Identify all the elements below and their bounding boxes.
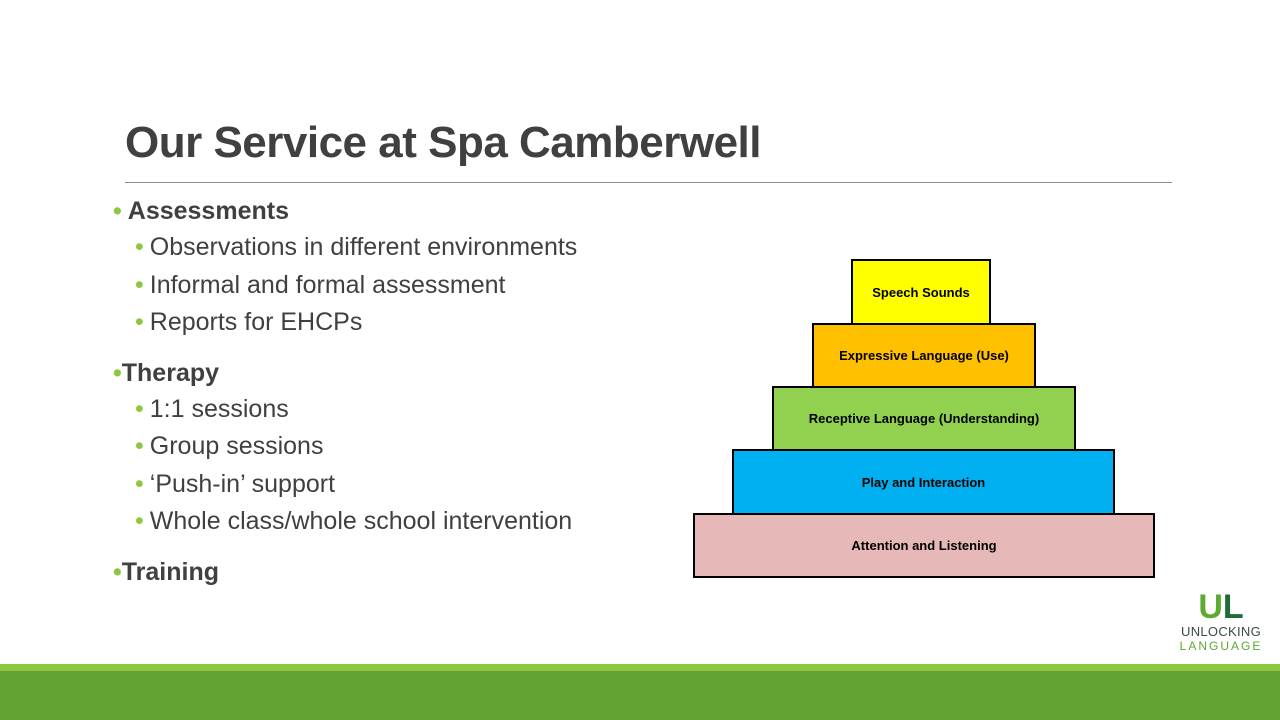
- bullet-item: • Informal and formal assessment: [135, 271, 505, 300]
- bullet-item: • Group sessions: [135, 432, 323, 461]
- pyramid-level-receptive-language: Receptive Language (Understanding): [772, 386, 1076, 451]
- bullet-text: Training: [121, 558, 219, 586]
- bullet-assessments: • Assessments: [113, 197, 289, 226]
- bullet-icon: •: [113, 359, 122, 387]
- bullet-icon: •: [113, 197, 122, 225]
- pyramid-level-attention-listening: Attention and Listening: [693, 513, 1155, 578]
- pyramid-level-speech-sounds: Speech Sounds: [851, 259, 991, 325]
- bullet-text: Observations in different environments: [149, 233, 578, 261]
- logo-text-line2: LANGUAGE: [1179, 639, 1263, 653]
- footer-accent-strip: [0, 664, 1280, 671]
- bullet-icon: •: [135, 470, 144, 498]
- bullet-text: ‘Push-in’ support: [149, 470, 336, 498]
- bullet-icon: •: [135, 271, 144, 299]
- bullet-icon: •: [135, 507, 144, 535]
- logo-mark: UL: [1198, 588, 1244, 626]
- bullet-icon: •: [113, 558, 122, 586]
- bullet-icon: •: [135, 432, 144, 460]
- logo-text-line1: UNLOCKING: [1181, 624, 1261, 639]
- bullet-item: • Observations in different environments: [135, 233, 577, 262]
- slide-title: Our Service at Spa Camberwell: [125, 118, 762, 167]
- bullet-text: Therapy: [121, 359, 220, 387]
- title-divider: [125, 182, 1172, 183]
- bullet-icon: •: [135, 308, 144, 336]
- bullet-item: • Whole class/whole school intervention: [135, 507, 572, 536]
- bullet-text: Reports for EHCPs: [149, 308, 363, 336]
- bullet-training: •Training: [113, 558, 219, 587]
- bullet-item: • Reports for EHCPs: [135, 308, 362, 337]
- bullet-text: Group sessions: [149, 432, 324, 460]
- footer-bar: [0, 671, 1280, 720]
- bullet-text: Informal and formal assessment: [149, 271, 506, 299]
- bullet-text: Whole class/whole school intervention: [149, 507, 573, 535]
- bullet-item: • ‘Push-in’ support: [135, 470, 335, 499]
- pyramid-level-play-interaction: Play and Interaction: [732, 449, 1115, 515]
- bullet-item: • 1:1 sessions: [135, 395, 289, 424]
- bullet-therapy: •Therapy: [113, 359, 219, 388]
- unlocking-language-logo: UL UNLOCKING LANGUAGE: [1176, 590, 1266, 653]
- pyramid-level-expressive-language: Expressive Language (Use): [812, 323, 1036, 388]
- bullet-text: Assessments: [127, 197, 289, 225]
- bullet-icon: •: [135, 233, 144, 261]
- bullet-icon: •: [135, 395, 144, 423]
- bullet-text: 1:1 sessions: [149, 395, 289, 423]
